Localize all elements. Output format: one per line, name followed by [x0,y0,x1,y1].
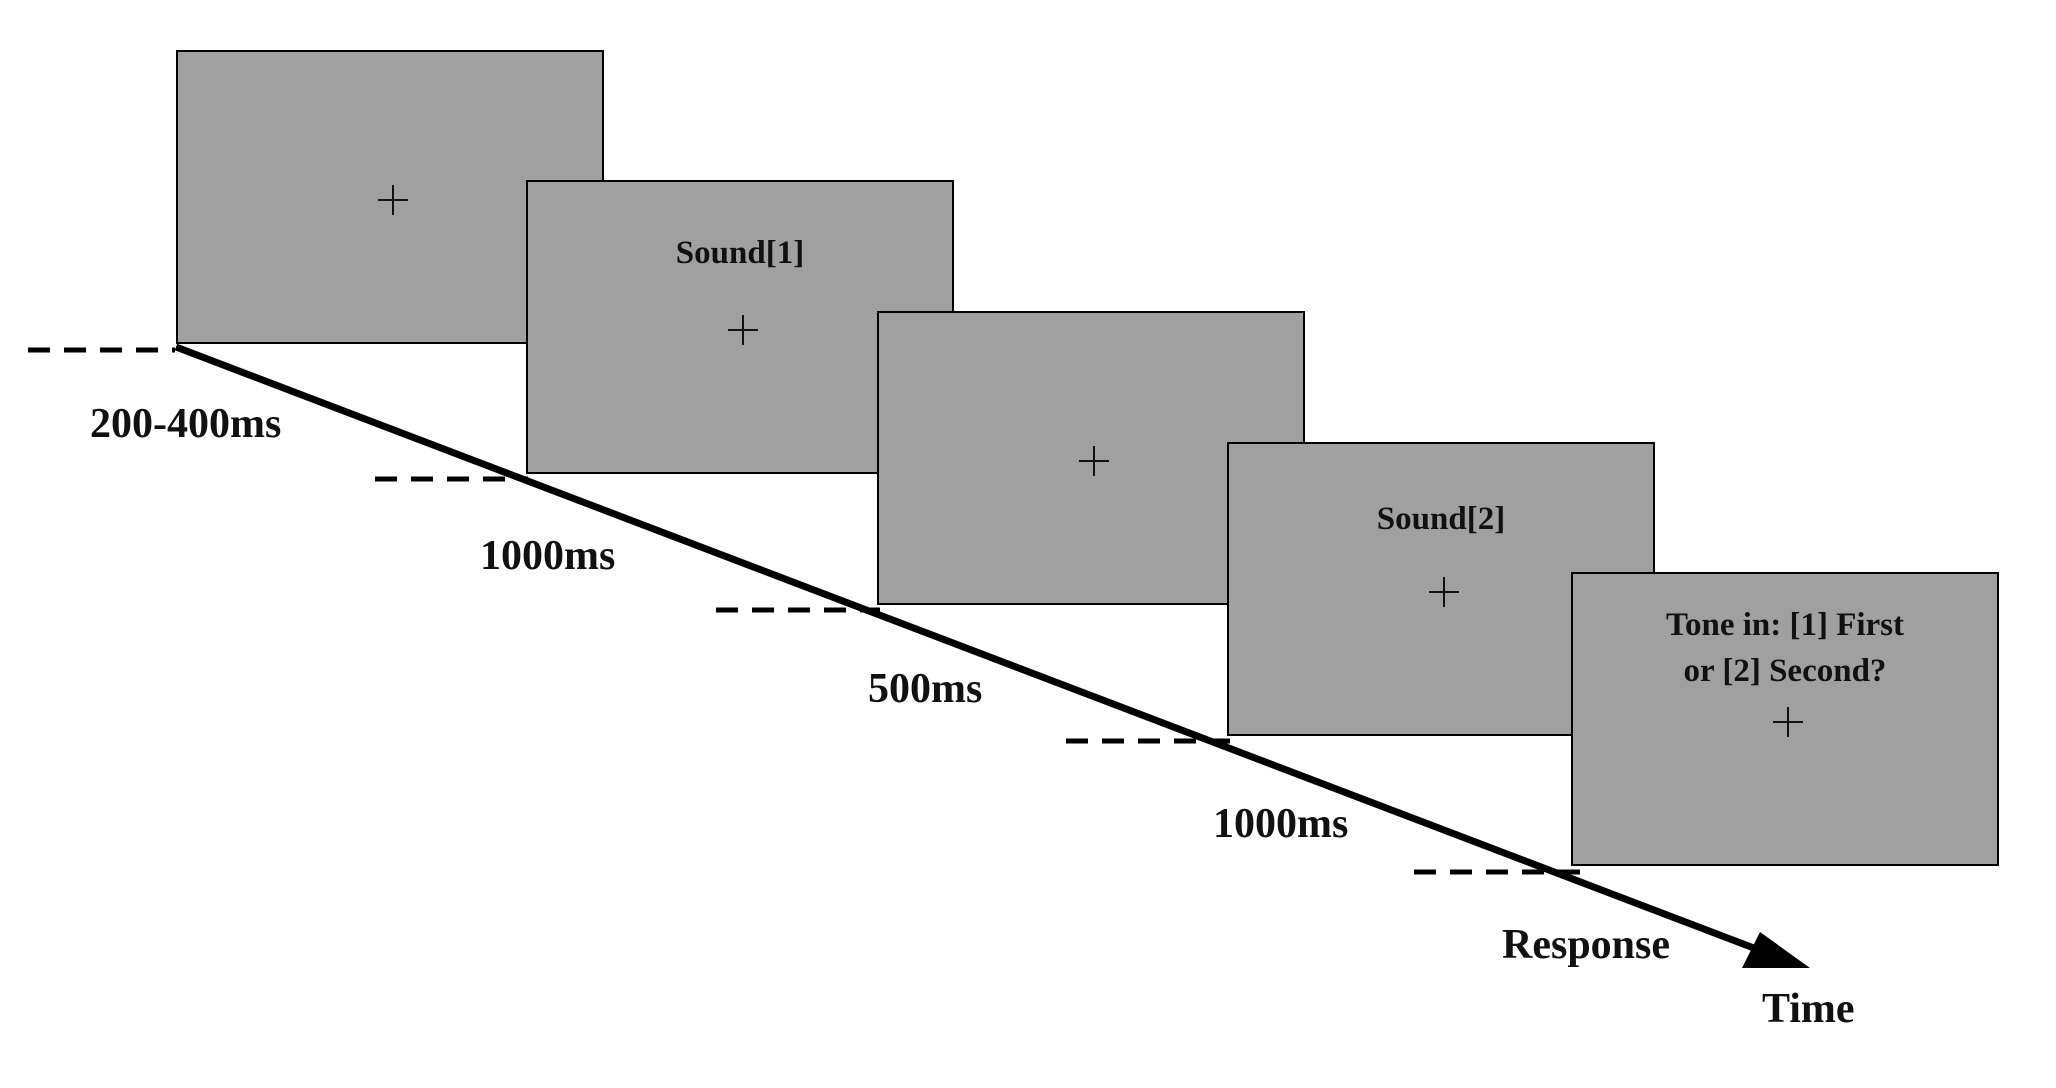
fixation-cross [378,185,408,215]
fixation-cross [1773,707,1803,737]
fixation-cross [728,315,758,345]
fixation-cross [1429,577,1459,607]
duration-label: 200-400ms [90,401,282,447]
time-axis-line [174,343,1782,962]
screen-response-prompt: Tone in: [1] First or [2] Second? [1571,572,1999,866]
screen-text: Tone in: [1] First or [2] Second? [1665,607,1905,689]
response-label: Response [1502,922,1671,968]
time-axis-arrowhead [1742,932,1810,968]
screen-text: Sound[2] [1376,501,1506,537]
duration-label: 1000ms [1213,801,1349,847]
screen-text: Sound[1] [675,235,805,271]
duration-label: 500ms [868,666,983,712]
duration-label: 1000ms [480,533,616,579]
fixation-cross [1079,446,1109,476]
time-axis-label: Time [1762,986,1855,1032]
